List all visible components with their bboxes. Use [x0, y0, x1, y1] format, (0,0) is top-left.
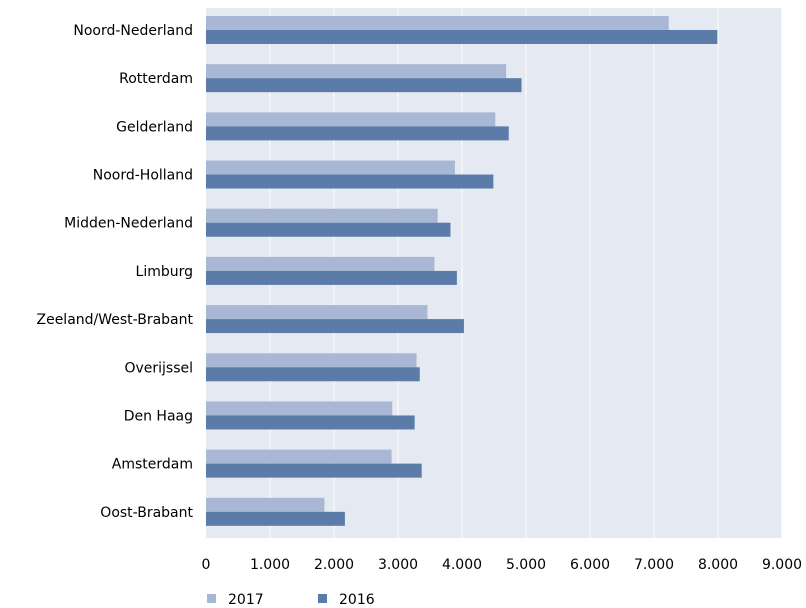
- bar-2017: [206, 112, 496, 127]
- x-tick-label: 3.000: [378, 557, 418, 573]
- bar-2017: [206, 256, 435, 271]
- category-label: Limburg: [136, 264, 193, 280]
- bar-2016: [206, 367, 420, 382]
- bar-2016: [206, 126, 509, 141]
- x-tick-label: 5.000: [506, 557, 546, 573]
- category-label: Noord-Holland: [93, 168, 193, 184]
- x-tick-label: 6.000: [570, 557, 610, 573]
- bar-2017: [206, 401, 393, 416]
- bar-2016: [206, 174, 494, 189]
- category-label: Oost-Brabant: [100, 505, 193, 521]
- bar-2016: [206, 222, 451, 237]
- x-tick-label: 8.000: [698, 557, 738, 573]
- category-label: Rotterdam: [119, 71, 193, 87]
- bar-2017: [206, 449, 392, 464]
- bar-2017: [206, 16, 669, 30]
- legend-swatch-2016: [318, 594, 327, 603]
- bar-2016: [206, 415, 415, 430]
- category-label: Amsterdam: [112, 457, 193, 473]
- legend-swatch-2017: [207, 594, 216, 603]
- x-tick-label: 9.000: [762, 557, 802, 573]
- bar-2016: [206, 78, 522, 93]
- bar-2016: [206, 511, 345, 526]
- bar-2016: [206, 463, 422, 478]
- bar-2017: [206, 497, 325, 512]
- category-label: Midden-Nederland: [64, 216, 193, 232]
- bar-2017: [206, 305, 428, 320]
- bar-2017: [206, 64, 507, 79]
- category-labels: Noord-Nederland Rotterdam Gelderland Noord-…: [36, 23, 193, 521]
- category-label: Noord-Nederland: [73, 23, 193, 39]
- x-tick-label: 4.000: [442, 557, 482, 573]
- bars: [206, 16, 718, 526]
- legend-label: 2016: [339, 592, 375, 608]
- bar-2017: [206, 160, 455, 175]
- x-axis-tick-labels: 0 1.000 2.000 3.000 4.000 5.000 6.000 7.000 8.00…: [202, 557, 803, 573]
- legend-label: 2017: [228, 592, 264, 608]
- x-tick-label: 7.000: [634, 557, 674, 573]
- x-tick-label: 2.000: [314, 557, 354, 573]
- bar-2017: [206, 353, 417, 368]
- category-label: Den Haag: [124, 408, 193, 424]
- category-label: Gelderland: [116, 119, 193, 135]
- category-label: Overijssel: [124, 360, 193, 376]
- bar-2016: [206, 30, 718, 44]
- category-label: Zeeland/West-Brabant: [36, 312, 193, 328]
- x-tick-label: 0: [202, 557, 211, 573]
- bar-2017: [206, 208, 438, 223]
- bar-2016: [206, 319, 464, 334]
- bar-2016: [206, 270, 457, 285]
- legend: 2017 2016: [207, 592, 375, 608]
- x-tick-label: 1.000: [250, 557, 290, 573]
